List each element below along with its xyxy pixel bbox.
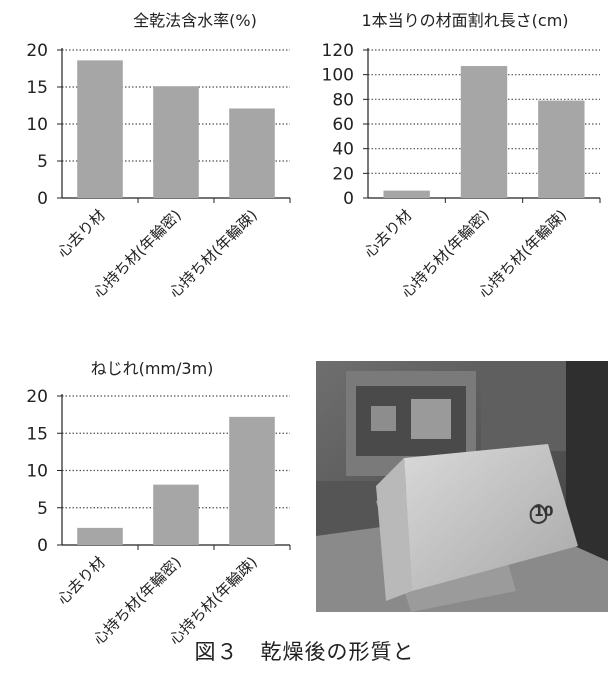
y-tick-label: 60: [332, 115, 354, 135]
y-tick-label: 5: [37, 152, 48, 172]
y-tick-label: 120: [322, 41, 354, 61]
bar: [153, 86, 199, 198]
bar: [460, 66, 508, 199]
bar: [229, 416, 275, 545]
lumber-photo: 10: [316, 361, 608, 612]
y-tick-label: 80: [332, 90, 354, 110]
y-tick-label: 15: [26, 78, 48, 98]
y-tick-label: 10: [26, 462, 48, 482]
bar: [229, 108, 275, 198]
chart-title: ねじれ(mm/3m): [91, 359, 214, 378]
twist-chart: ねじれ(mm/3m) 0 5 10 15 20 心去り材 心持ち材(年輪密) 心持ち材(年輪疎): [0, 350, 300, 680]
y-tick-label: 10: [26, 115, 48, 135]
bar: [77, 527, 123, 545]
bar: [77, 60, 123, 198]
x-category-label: 心去り材: [360, 206, 415, 261]
lumber-marking: 10: [534, 504, 554, 520]
y-tick-label: 20: [332, 164, 354, 184]
y-tick-label: 0: [37, 189, 48, 209]
y-tick-label: 5: [37, 499, 48, 519]
bar: [153, 484, 199, 545]
bar: [538, 100, 585, 198]
y-tick-label: 15: [26, 424, 48, 444]
y-tick-label: 0: [37, 536, 48, 556]
y-tick-label: 20: [26, 387, 48, 407]
chart-title: 全乾法含水率(%): [133, 11, 257, 30]
chart-title: 1本当りの材面割れ長さ(cm): [361, 11, 568, 30]
crack-length-chart: 1本当りの材面割れ長さ(cm) 0 20 40 60 80 100 120 心去り材 心持ち材(年…: [300, 0, 609, 345]
x-category-label: 心去り材: [54, 553, 109, 608]
y-tick-label: 0: [343, 189, 354, 209]
moisture-chart: 全乾法含水率(%) 0 5 10 15 20 心去り材 心持ち材(年輪密) 心持ち材(年輪疎): [0, 0, 300, 345]
y-tick-label: 20: [26, 41, 48, 61]
x-category-label: 心去り材: [54, 206, 109, 261]
figure-caption: 図３ 乾燥後の形質と: [194, 640, 415, 664]
y-tick-label: 100: [322, 66, 354, 86]
lumber-photo-illustration: 10: [316, 361, 608, 612]
y-tick-label: 40: [332, 140, 354, 160]
crack-length-chart-svg: 1本当りの材面割れ長さ(cm)020406080100120心去り材心持ち材(年…: [322, 11, 601, 301]
bar: [383, 190, 430, 198]
